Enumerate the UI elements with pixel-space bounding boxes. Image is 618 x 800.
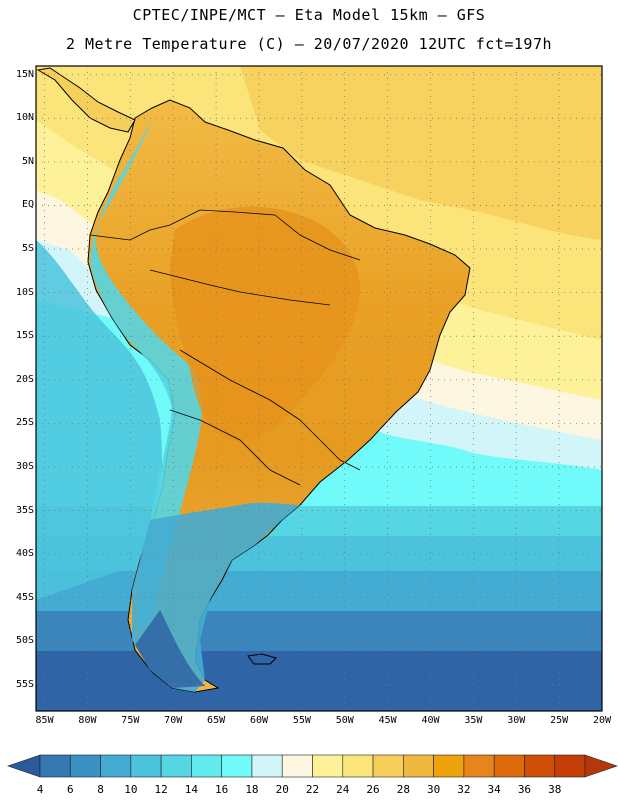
lat-label: 40S — [15, 548, 34, 560]
colorbar-label: 20 — [275, 783, 289, 796]
lon-label: 65W — [207, 715, 226, 726]
colorbar-min-arrow — [7, 754, 41, 778]
field-layer — [36, 66, 602, 711]
patagonia-cold — [135, 610, 205, 688]
colorbar-swatch — [130, 754, 162, 778]
lon-label: 75W — [121, 715, 140, 726]
colorbar-label: 24 — [336, 783, 350, 796]
border-argentina-north — [169, 409, 301, 486]
colorbar-label: 38 — [548, 783, 562, 796]
colorbar-label: 22 — [305, 783, 320, 796]
map-frame — [35, 65, 603, 712]
colorbar-label: 18 — [245, 783, 259, 796]
colorbar-swatch — [221, 754, 253, 778]
lon-label: 40W — [421, 715, 440, 726]
colorbar-swatch — [463, 754, 495, 778]
lat-label: 25S — [15, 417, 34, 429]
colorbar-swatch — [433, 754, 465, 778]
colorbar — [7, 754, 618, 778]
colorbar-swatch — [39, 754, 71, 778]
colorbar-swatch — [403, 754, 434, 778]
lat-label: 50S — [15, 635, 34, 647]
chart-title-line1: CPTEC/INPE/MCT – Eta Model 15km – GFS — [132, 6, 486, 24]
colorbar-label: 6 — [66, 783, 74, 796]
colorbar-swatch — [69, 754, 101, 778]
lon-label: 25W — [550, 715, 569, 726]
colorbar-label: 36 — [517, 783, 532, 796]
colorbar-swatch — [312, 754, 344, 778]
lat-label: 15N — [15, 68, 34, 80]
lon-label: 80W — [78, 715, 97, 726]
lat-label: 5N — [21, 155, 34, 167]
border-southeast — [299, 419, 361, 471]
colorbar-label: 16 — [215, 783, 229, 796]
lon-label: 85W — [35, 715, 54, 726]
lat-label: 45S — [15, 591, 34, 603]
falkland-islands — [247, 653, 277, 665]
lon-label: 50W — [335, 715, 354, 726]
graticule — [36, 66, 602, 711]
colorbar-swatch — [251, 754, 283, 778]
chart-title-line2: 2 Metre Temperature (C) – 20/07/2020 12U… — [65, 35, 553, 53]
colorbar-swatch — [493, 754, 525, 778]
colorbar-label: 4 — [36, 783, 44, 796]
lon-label: 70W — [164, 715, 183, 726]
colorbar-swatch — [160, 754, 192, 778]
colorbar-label: 14 — [184, 783, 198, 796]
colorbar-swatch — [554, 754, 586, 778]
lon-label: 30W — [507, 715, 526, 726]
lon-label: 20W — [592, 715, 612, 726]
lat-label: 10S — [15, 286, 34, 298]
colorbar-label: 12 — [154, 783, 168, 796]
colorbar-swatch — [281, 754, 313, 778]
lat-label: 15S — [15, 330, 34, 342]
lon-label: 60W — [249, 715, 268, 726]
lat-label: 55S — [15, 678, 34, 690]
lat-label: 30S — [15, 460, 34, 472]
border-venezuela-brazil — [274, 214, 361, 261]
colorbar-label: 10 — [124, 783, 138, 796]
border-bolivia-paraguay — [179, 349, 301, 421]
colorbar-label: 26 — [366, 783, 380, 796]
lon-label: 55W — [292, 715, 311, 726]
colorbar-swatch — [100, 754, 132, 778]
colorbar-max-arrow — [584, 754, 618, 778]
border-peru-brazil — [149, 269, 331, 306]
lat-label: 5S — [21, 243, 34, 255]
field-band-28 — [240, 66, 602, 240]
andes-cold-strip — [90, 120, 202, 630]
warm-interior-core — [170, 206, 360, 441]
colorbar-label: 34 — [487, 783, 501, 796]
lat-label: 10N — [15, 112, 34, 124]
colorbar-swatch — [191, 754, 222, 778]
colorbar-label: 30 — [426, 783, 441, 796]
colorbar-swatch — [524, 754, 556, 778]
colorbar-swatch — [342, 754, 374, 778]
colorbar-swatch — [372, 754, 404, 778]
lat-label: EQ — [21, 199, 34, 211]
colorbar-label: 8 — [97, 783, 104, 796]
colorbar-label: 32 — [457, 783, 471, 796]
central-america-land — [36, 67, 136, 133]
lon-label: 35W — [464, 715, 483, 726]
lon-label: 45W — [378, 715, 397, 726]
country-borders — [89, 209, 361, 486]
lat-label: 35S — [15, 504, 34, 516]
lat-label: 20S — [15, 373, 34, 385]
colorbar-label: 28 — [396, 783, 410, 796]
